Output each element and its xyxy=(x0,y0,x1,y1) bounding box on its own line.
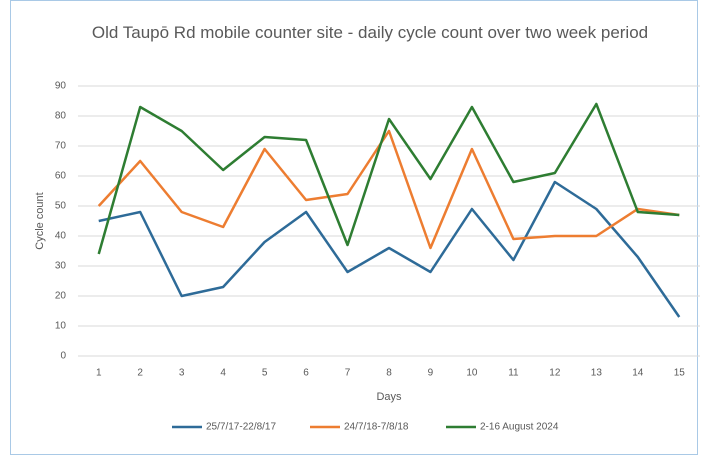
x-tick-label: 8 xyxy=(386,368,392,379)
x-tick-label: 5 xyxy=(262,368,268,379)
y-axis-title: Cycle count xyxy=(34,192,46,249)
series-line xyxy=(98,180,681,318)
x-tick-label: 13 xyxy=(591,368,603,379)
x-tick-label: 7 xyxy=(345,368,351,379)
y-tick-label: 20 xyxy=(55,291,67,302)
x-tick-label: 11 xyxy=(508,368,519,379)
x-tick-label: 12 xyxy=(549,368,561,379)
legend-label: 25/7/17-22/8/17 xyxy=(206,422,276,433)
legend-label: 24/7/18-7/8/18 xyxy=(344,422,409,433)
x-tick-label: 10 xyxy=(466,368,478,379)
y-tick-label: 80 xyxy=(55,111,67,122)
y-tick-label: 50 xyxy=(55,201,67,212)
y-tick-label: 0 xyxy=(60,351,66,362)
x-tick-label: 15 xyxy=(674,368,686,379)
y-tick-label: 40 xyxy=(55,231,67,242)
y-tick-label: 10 xyxy=(55,321,67,332)
x-axis-title: Days xyxy=(376,391,402,403)
series-line xyxy=(97,102,680,255)
y-tick-label: 60 xyxy=(55,171,67,182)
y-tick-label: 70 xyxy=(55,141,67,152)
legend-label: 2-16 August 2024 xyxy=(480,422,559,433)
x-tick-label: 2 xyxy=(137,368,143,379)
x-tick-label: 3 xyxy=(179,368,185,379)
chart-title: Old Taupō Rd mobile counter site - daily… xyxy=(91,23,649,42)
x-tick-label: 1 xyxy=(96,368,102,379)
x-tick-label: 9 xyxy=(428,368,434,379)
x-tick-label: 4 xyxy=(220,368,226,379)
x-tick-label: 14 xyxy=(632,368,644,379)
series-line xyxy=(97,129,680,250)
x-tick-label: 6 xyxy=(303,368,309,379)
y-tick-label: 30 xyxy=(55,261,67,272)
chart-frame xyxy=(10,0,698,455)
y-tick-label: 90 xyxy=(55,81,67,92)
